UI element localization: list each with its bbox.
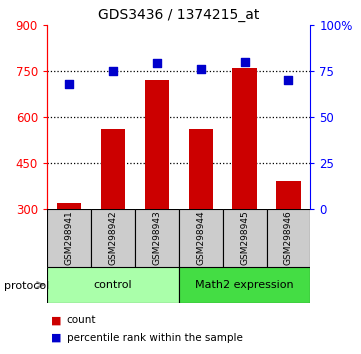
Point [286,77,291,83]
Text: GSM298941: GSM298941 [64,211,73,266]
Bar [101,129,125,209]
FancyBboxPatch shape [179,209,223,267]
FancyBboxPatch shape [266,209,310,267]
Title: GDS3436 / 1374215_at: GDS3436 / 1374215_at [98,8,260,22]
Text: protocol: protocol [4,281,49,291]
FancyBboxPatch shape [91,209,135,267]
Text: GSM298946: GSM298946 [284,211,293,266]
Point [66,81,72,86]
Bar [277,181,301,209]
Bar [145,80,169,209]
Text: GSM298942: GSM298942 [108,211,117,266]
Bar [188,129,213,209]
Bar [232,68,257,209]
Text: GSM298945: GSM298945 [240,211,249,266]
Text: GSM298943: GSM298943 [152,211,161,266]
Text: count: count [67,315,96,325]
FancyBboxPatch shape [47,267,179,303]
Text: GSM298944: GSM298944 [196,211,205,266]
FancyBboxPatch shape [135,209,179,267]
Point [110,68,116,74]
Point [242,59,248,64]
FancyBboxPatch shape [179,267,310,303]
FancyBboxPatch shape [47,209,91,267]
Point [154,61,160,66]
Text: percentile rank within the sample: percentile rank within the sample [67,333,243,343]
Bar [57,203,81,209]
Text: ■: ■ [51,333,61,343]
Text: control: control [93,280,132,290]
Text: Math2 expression: Math2 expression [195,280,294,290]
Point [198,66,204,72]
Text: ■: ■ [51,315,61,325]
FancyBboxPatch shape [223,209,266,267]
